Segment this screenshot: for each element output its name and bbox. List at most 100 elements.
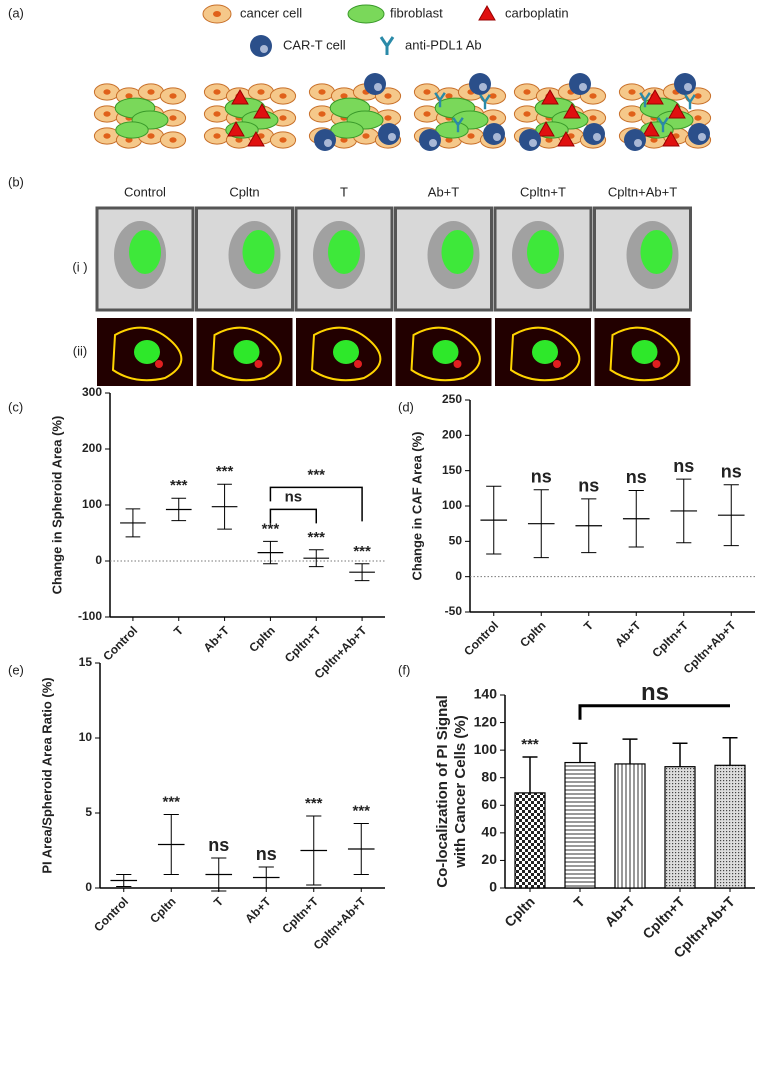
red-signal [254, 360, 263, 368]
car-t-icon [364, 73, 386, 95]
bar [614, 763, 646, 889]
nucleus [318, 89, 326, 95]
y-tick-label: 40 [481, 824, 497, 840]
legend-label: fibroblast [390, 5, 443, 20]
x-tick-label: Ab+T [242, 894, 274, 926]
car-t-icon [569, 73, 591, 95]
column-label: Cpltn+Ab+T [608, 184, 677, 199]
green-core [233, 340, 260, 364]
nucleus [523, 111, 531, 117]
nucleus [147, 133, 155, 139]
y-tick-label: 300 [82, 385, 102, 399]
bracket [269, 508, 317, 524]
legend-label: carboplatin [505, 5, 569, 20]
x-tick-label: Cpltn+T [649, 618, 691, 660]
nucleus [445, 93, 453, 99]
nucleus [213, 11, 221, 17]
x-tick-label: Ab+T [601, 893, 638, 930]
x-tick-label: Ab+T [201, 623, 233, 655]
nucleus [169, 115, 177, 121]
nucleus [489, 93, 497, 99]
error-bar [533, 489, 549, 559]
spheroid-outline [609, 326, 680, 382]
spheroid-outline [211, 326, 282, 382]
car-t-icon [674, 73, 696, 95]
fibroblast-icon [115, 121, 149, 139]
error-bar [622, 738, 638, 764]
y-tick-label: 15 [79, 655, 93, 669]
legend-label: cancer cell [240, 5, 302, 20]
carboplatin-icon [563, 102, 581, 119]
column-label: T [340, 184, 348, 199]
panel-label: (d) [398, 399, 414, 414]
y-tick-label: 150 [442, 463, 462, 477]
y-axis-label: PI Area/Spheroid Area Ratio (%) [39, 677, 54, 873]
nucleus [589, 115, 597, 121]
significance-label: ns [256, 844, 277, 864]
panel-label: (c) [8, 399, 23, 414]
green-fibroblast [129, 230, 161, 274]
error-bar [116, 874, 132, 887]
y-axis-label: Co-localization of PI Signal [434, 695, 451, 888]
error-bar [263, 540, 278, 565]
fibroblast-icon [330, 121, 364, 139]
error-bar [723, 484, 739, 547]
nucleus [694, 93, 702, 99]
nucleus [279, 115, 287, 121]
nucleus [362, 133, 370, 139]
nucleus [340, 93, 348, 99]
y-tick-label: 100 [82, 497, 102, 511]
significance-label: *** [307, 529, 325, 546]
legend-label: anti-PDL1 Ab [405, 37, 482, 52]
spheroid-outline [509, 326, 581, 382]
nucleus [103, 89, 111, 95]
y-tick-label: 50 [449, 534, 463, 548]
x-tick-label: Control [91, 894, 131, 934]
y-axis-label: Change in Spheroid Area (%) [49, 416, 64, 595]
car-t-icon [624, 129, 646, 151]
y-tick-label: 5 [85, 805, 92, 819]
error-bar [211, 857, 227, 892]
car-t-core [260, 45, 268, 53]
carboplatin-icon [537, 120, 555, 137]
antibody-icon [479, 94, 491, 110]
significance-label: *** [262, 520, 280, 537]
nucleus [445, 137, 453, 143]
column-label: Ab+T [428, 184, 459, 199]
error-bar [306, 815, 322, 886]
error-bar [353, 823, 369, 875]
x-tick-label: Cpltn [517, 618, 549, 650]
carboplatin-icon [557, 130, 575, 147]
error-bar [722, 736, 738, 766]
significance-label: *** [352, 802, 370, 819]
bracket [578, 704, 730, 720]
green-core [631, 340, 658, 364]
y-tick-label: -50 [445, 604, 463, 618]
error-bar [308, 549, 324, 568]
car-t-icon [469, 73, 491, 95]
nucleus [589, 93, 597, 99]
x-tick-label: T [171, 623, 187, 639]
car-t-core [593, 133, 601, 141]
carboplatin-icon [247, 130, 265, 147]
spheroid-outline [410, 326, 481, 382]
carboplatin-icon [646, 88, 664, 105]
carboplatin-icon [253, 102, 271, 119]
nucleus [545, 137, 553, 143]
error-bar [572, 742, 588, 763]
green-fibroblast [640, 230, 673, 274]
significance-label: ns [673, 456, 694, 476]
car-t-icon [250, 35, 272, 57]
significance-label: ns [578, 476, 599, 496]
nucleus [103, 133, 111, 139]
nucleus [213, 89, 221, 95]
panel-label: (f) [398, 662, 410, 677]
car-t-core [579, 83, 587, 91]
significance-label: *** [521, 736, 539, 753]
fibroblast-icon [435, 121, 469, 139]
column-label: Cpltn [229, 184, 259, 199]
car-t-core [479, 83, 487, 91]
nucleus [257, 89, 265, 95]
x-tick-label: Cpltn [501, 893, 538, 930]
